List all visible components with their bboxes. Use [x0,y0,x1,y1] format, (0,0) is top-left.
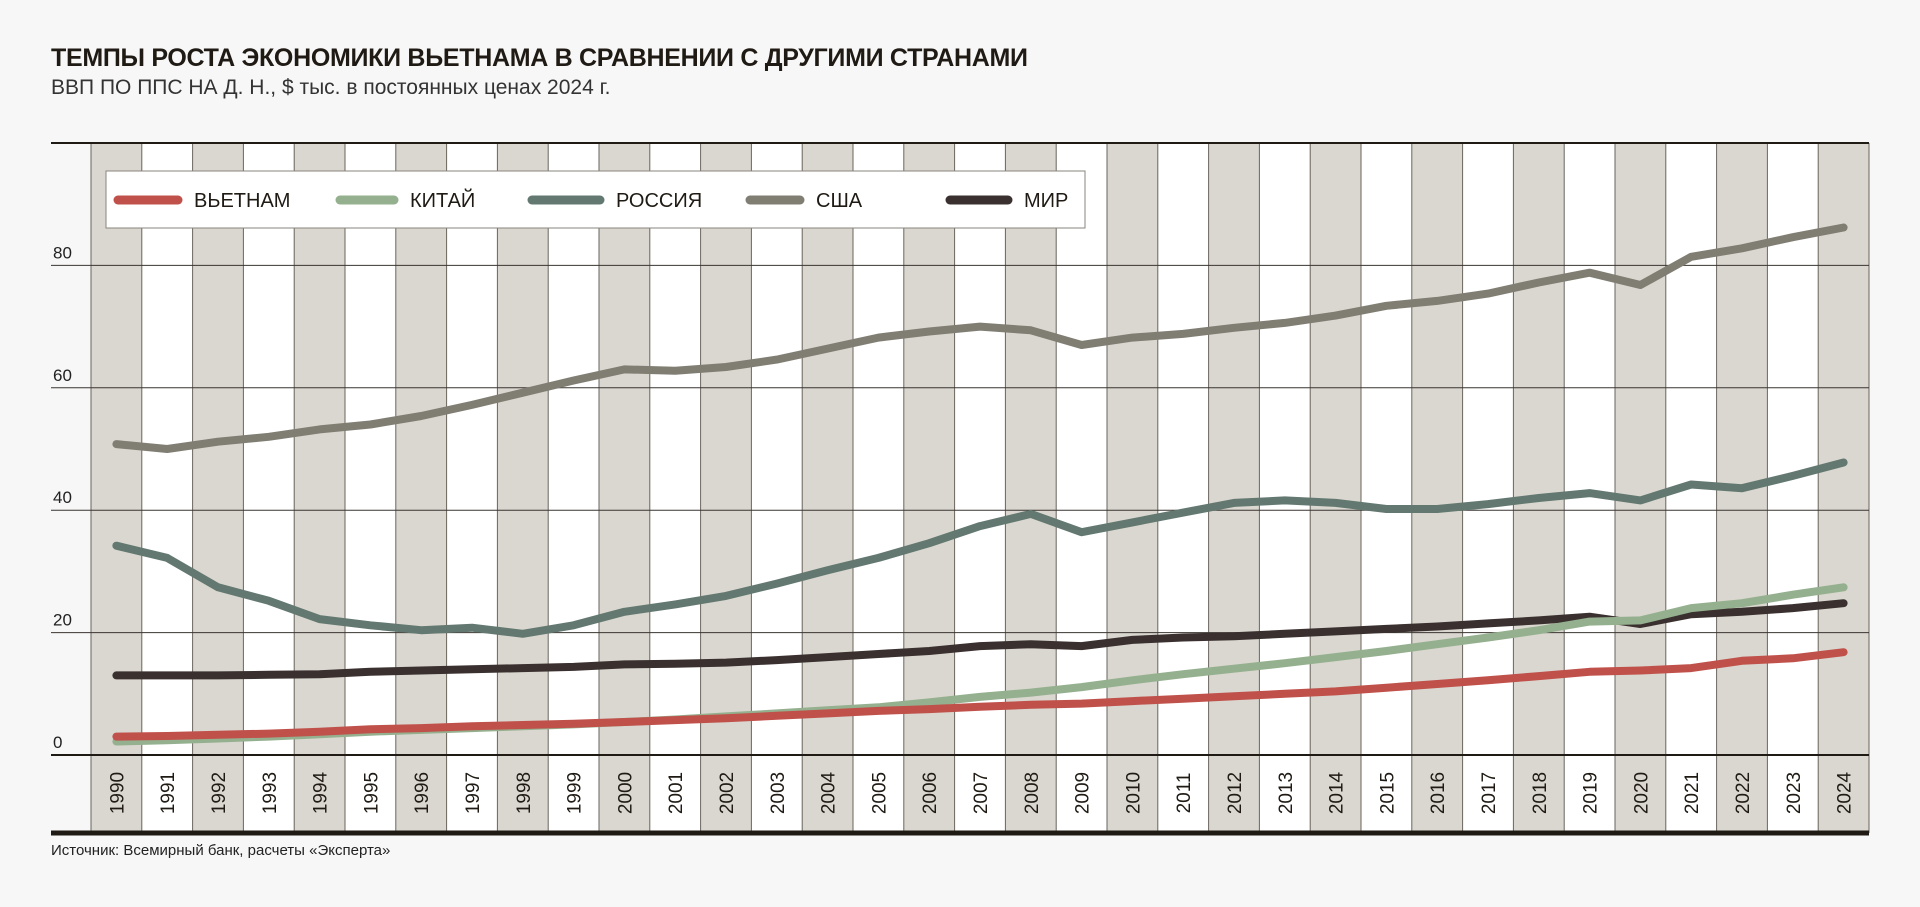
y-tick-label: 80 [53,243,72,262]
chart-subtitle: ВВП ПО ППС НА Д. Н., $ тыс. в постоянных… [51,76,611,99]
x-tick-label: 2002 [717,772,738,814]
x-tick-label: 2007 [971,772,992,814]
x-tick-label: 1992 [209,772,230,814]
year-column [1157,143,1209,833]
x-tick-label: 1994 [311,771,332,814]
x-tick-label: 1998 [514,772,535,814]
x-tick-label: 2010 [1123,772,1144,814]
x-tick-label: 1996 [412,772,433,814]
x-tick-label: 1999 [565,772,586,814]
source-note: Источник: Всемирный банк, расчеты «Экспе… [51,842,391,859]
year-column [548,143,599,833]
x-tick-label: 2015 [1377,772,1398,814]
legend-label: США [816,190,863,212]
y-tick-label: 40 [53,488,72,507]
x-tick-label: 1990 [107,772,128,814]
year-column [395,143,447,833]
legend-label: КИТАЙ [410,188,475,212]
x-tick-label: 2014 [1327,771,1348,814]
year-column [599,143,650,833]
x-tick-label: 2017 [1479,772,1500,814]
x-tick-label: 1997 [463,772,484,814]
x-tick-label: 2011 [1174,773,1195,814]
year-column [91,143,142,833]
year-column [1107,143,1158,833]
year-column [1462,143,1514,833]
x-tick-label: 1993 [260,772,281,814]
year-column [1767,143,1819,833]
year-column [243,143,295,833]
x-tick-label: 2006 [920,772,941,814]
legend-label: РОССИЯ [616,190,702,212]
year-column [294,143,345,833]
year-column [1005,143,1057,833]
x-tick-label: 2019 [1581,772,1602,814]
x-tick-label: 2021 [1682,772,1703,814]
x-tick-label: 2004 [819,771,840,814]
legend-label: ВЬЕТНАМ [194,190,290,212]
year-column [1818,143,1869,833]
year-column [1208,143,1260,833]
year-column [1615,143,1666,833]
year-column [1361,143,1412,833]
x-tick-label: 2018 [1530,772,1551,814]
x-tick-label: 2023 [1784,772,1805,814]
x-tick-label: 2000 [615,772,636,814]
x-tick-label: 2003 [768,772,789,814]
series-line-2 [112,458,1848,638]
year-column [802,143,853,833]
year-column [1056,143,1107,833]
year-column [751,143,803,833]
x-tick-label: 2024 [1835,771,1856,814]
year-column [497,143,549,833]
year-column [1411,143,1463,833]
y-tick-label: 20 [53,611,72,630]
series-line-3 [112,223,1848,453]
year-column [192,143,244,833]
year-column [141,143,193,833]
x-tick-label: 2008 [1022,772,1043,814]
x-tick-label: 2009 [1073,772,1094,814]
legend-label: МИР [1024,190,1068,212]
x-tick-label: 2022 [1733,772,1754,814]
legend: ВЬЕТНАМ КИТАЙ РОССИЯ США МИР [105,170,1086,229]
year-column [700,143,752,833]
y-tick-label: 60 [53,366,72,385]
year-column [1513,143,1565,833]
y-tick-label: 0 [53,733,62,752]
year-column [1259,143,1311,833]
year-column [1310,143,1361,833]
series-line-4 [112,599,1848,680]
x-tick-label: 2005 [869,772,890,814]
year-column [954,143,1006,833]
year-column [649,143,701,833]
year-column [446,143,498,833]
x-tick-label: 2013 [1276,772,1297,814]
year-column [853,143,904,833]
x-tick-label: 2001 [666,772,687,814]
year-column [345,143,396,833]
x-tick-label: 2012 [1225,772,1246,814]
series-line-0 [112,648,1848,741]
x-tick-label: 2020 [1631,772,1652,814]
x-tick-label: 2016 [1428,772,1449,814]
year-column [903,143,955,833]
x-tick-label: 1991 [158,772,179,814]
chart-title: ТЕМПЫ РОСТА ЭКОНОМИКИ ВЬЕТНАМА В СРАВНЕН… [51,44,1028,72]
year-column [1564,143,1615,833]
x-tick-label: 1995 [361,772,382,814]
